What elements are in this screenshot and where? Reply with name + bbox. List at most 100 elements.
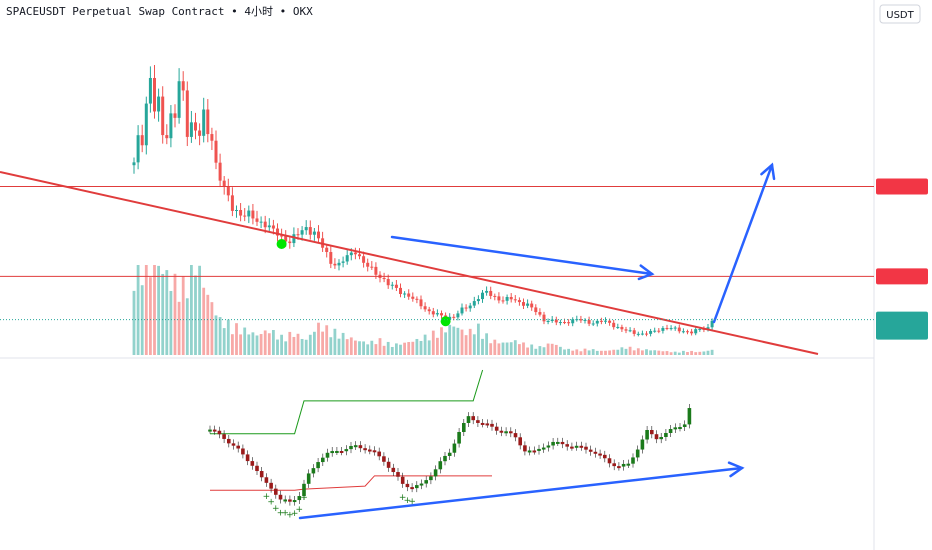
volume-bar <box>321 331 324 355</box>
volume-bar <box>661 351 665 355</box>
volume-bar <box>563 349 566 355</box>
volume-bar <box>624 348 628 355</box>
osc-block <box>443 455 447 462</box>
candle-body <box>325 247 329 253</box>
osc-block <box>560 441 565 445</box>
osc-block <box>504 431 508 434</box>
volume-bar <box>698 351 702 355</box>
currency-button-label: USDT <box>886 10 914 21</box>
osc-cross-marker: + <box>272 504 280 514</box>
osc-cross-marker: + <box>296 505 304 515</box>
osc-block <box>621 463 626 467</box>
volume-bar <box>686 352 689 355</box>
volume-bar <box>460 329 464 355</box>
osc-block <box>344 449 349 452</box>
osc-block <box>363 448 367 451</box>
osc-block <box>306 473 311 484</box>
osc-block <box>509 431 513 434</box>
osc-block <box>288 499 292 502</box>
osc-block <box>490 423 494 427</box>
volume-bar <box>198 265 201 355</box>
osc-block <box>527 450 532 453</box>
osc-block <box>372 450 377 453</box>
osc-block <box>424 480 428 484</box>
candle-body <box>153 77 156 112</box>
candle-body <box>259 221 263 223</box>
osc-block <box>499 430 504 433</box>
candle-body <box>554 319 558 323</box>
volume-bar <box>575 349 579 355</box>
volume-bar <box>665 351 669 355</box>
volume-bar <box>132 290 136 355</box>
osc-block <box>227 438 231 444</box>
volume-bar <box>308 334 312 355</box>
volume-bar <box>169 290 173 355</box>
volume-bar <box>591 349 595 355</box>
candle-body <box>194 122 197 131</box>
volume-bar <box>436 337 439 355</box>
volume-bar <box>157 265 160 355</box>
candle-body <box>456 313 460 318</box>
osc-block <box>447 452 452 456</box>
volume-bar <box>239 334 242 355</box>
osc-block <box>321 457 325 463</box>
osc-block <box>274 488 278 495</box>
volume-bar <box>690 350 693 355</box>
candle-body <box>558 322 562 324</box>
osc-cross-marker: + <box>281 508 289 518</box>
candle-body <box>136 135 140 163</box>
osc-block <box>466 416 471 423</box>
osc-block <box>231 443 236 446</box>
osc-block <box>476 420 480 423</box>
volume-bar <box>583 348 587 355</box>
volume-bar <box>489 343 493 355</box>
candle-body <box>440 313 443 316</box>
osc-block <box>264 477 269 483</box>
candle-body <box>513 299 517 301</box>
candle-body <box>263 221 267 228</box>
osc-block <box>546 445 551 448</box>
volume-bar <box>390 346 394 355</box>
currency-button[interactable]: USDT <box>879 4 921 24</box>
osc-block <box>631 457 635 464</box>
osc-block <box>330 451 334 454</box>
volume-bar <box>276 339 279 355</box>
drawings[interactable] <box>0 162 874 520</box>
volume-bar <box>284 341 288 355</box>
volume-bar <box>382 345 386 355</box>
candle-body <box>386 279 390 286</box>
volume-bar <box>456 327 460 355</box>
candle-body <box>481 292 484 300</box>
candle-body <box>317 231 320 239</box>
candle-body <box>616 326 620 328</box>
volume-bar <box>149 277 152 355</box>
candle-body <box>686 331 689 333</box>
candle-body <box>587 319 591 324</box>
volume-bar <box>595 350 599 355</box>
osc-block <box>405 483 410 488</box>
candle-body <box>476 299 480 302</box>
candle-body <box>132 162 136 166</box>
volume-bar <box>153 265 156 355</box>
candle-body <box>394 284 398 288</box>
candle-body <box>255 218 259 222</box>
volume-bar <box>710 349 714 355</box>
volume-bar <box>546 343 550 355</box>
volume-bar <box>214 315 218 355</box>
candle-body <box>620 326 624 330</box>
candle-body <box>542 314 546 322</box>
osc-block <box>541 447 546 450</box>
candle-body <box>280 235 284 237</box>
volume-bar <box>329 337 333 355</box>
candle-body <box>329 252 333 264</box>
arrow-price-down-head <box>637 264 655 281</box>
descending-trendline <box>0 171 819 355</box>
candle-body <box>505 296 509 301</box>
candle-body <box>161 96 165 136</box>
candle-body <box>210 134 214 141</box>
osc-block <box>325 452 330 458</box>
volume-bar <box>173 273 177 355</box>
osc-block <box>480 422 485 425</box>
